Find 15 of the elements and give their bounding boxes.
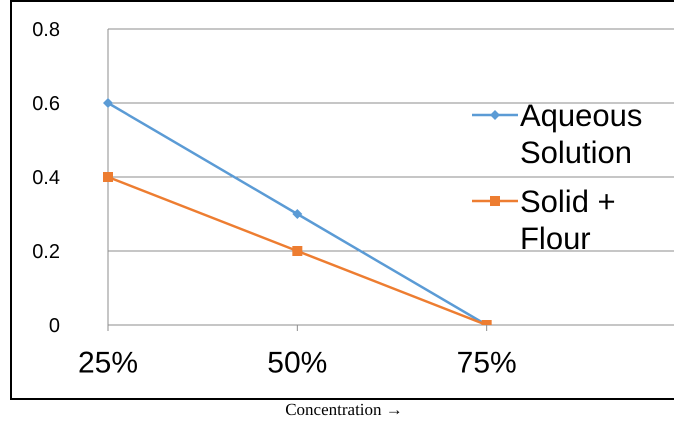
y-tick-label: 0.4 [32,167,60,190]
point [103,172,113,182]
text: Concentration → [284,400,404,420]
y-tick-label: 0.8 [32,19,60,42]
y-tick-label: 0.2 [32,241,60,264]
x-tick-label: 50% [267,346,328,380]
x-tick-label: 25% [78,346,138,380]
x-tick-label: 75% [456,346,517,380]
y-tick-label: 0 [48,315,60,338]
point [292,246,302,256]
y-tick-label: 0.6 [32,93,60,116]
legend-label: Aqueous Solution [520,97,644,171]
legend-label: Solid + Flour [520,183,617,257]
point [103,98,113,108]
point [292,209,302,219]
